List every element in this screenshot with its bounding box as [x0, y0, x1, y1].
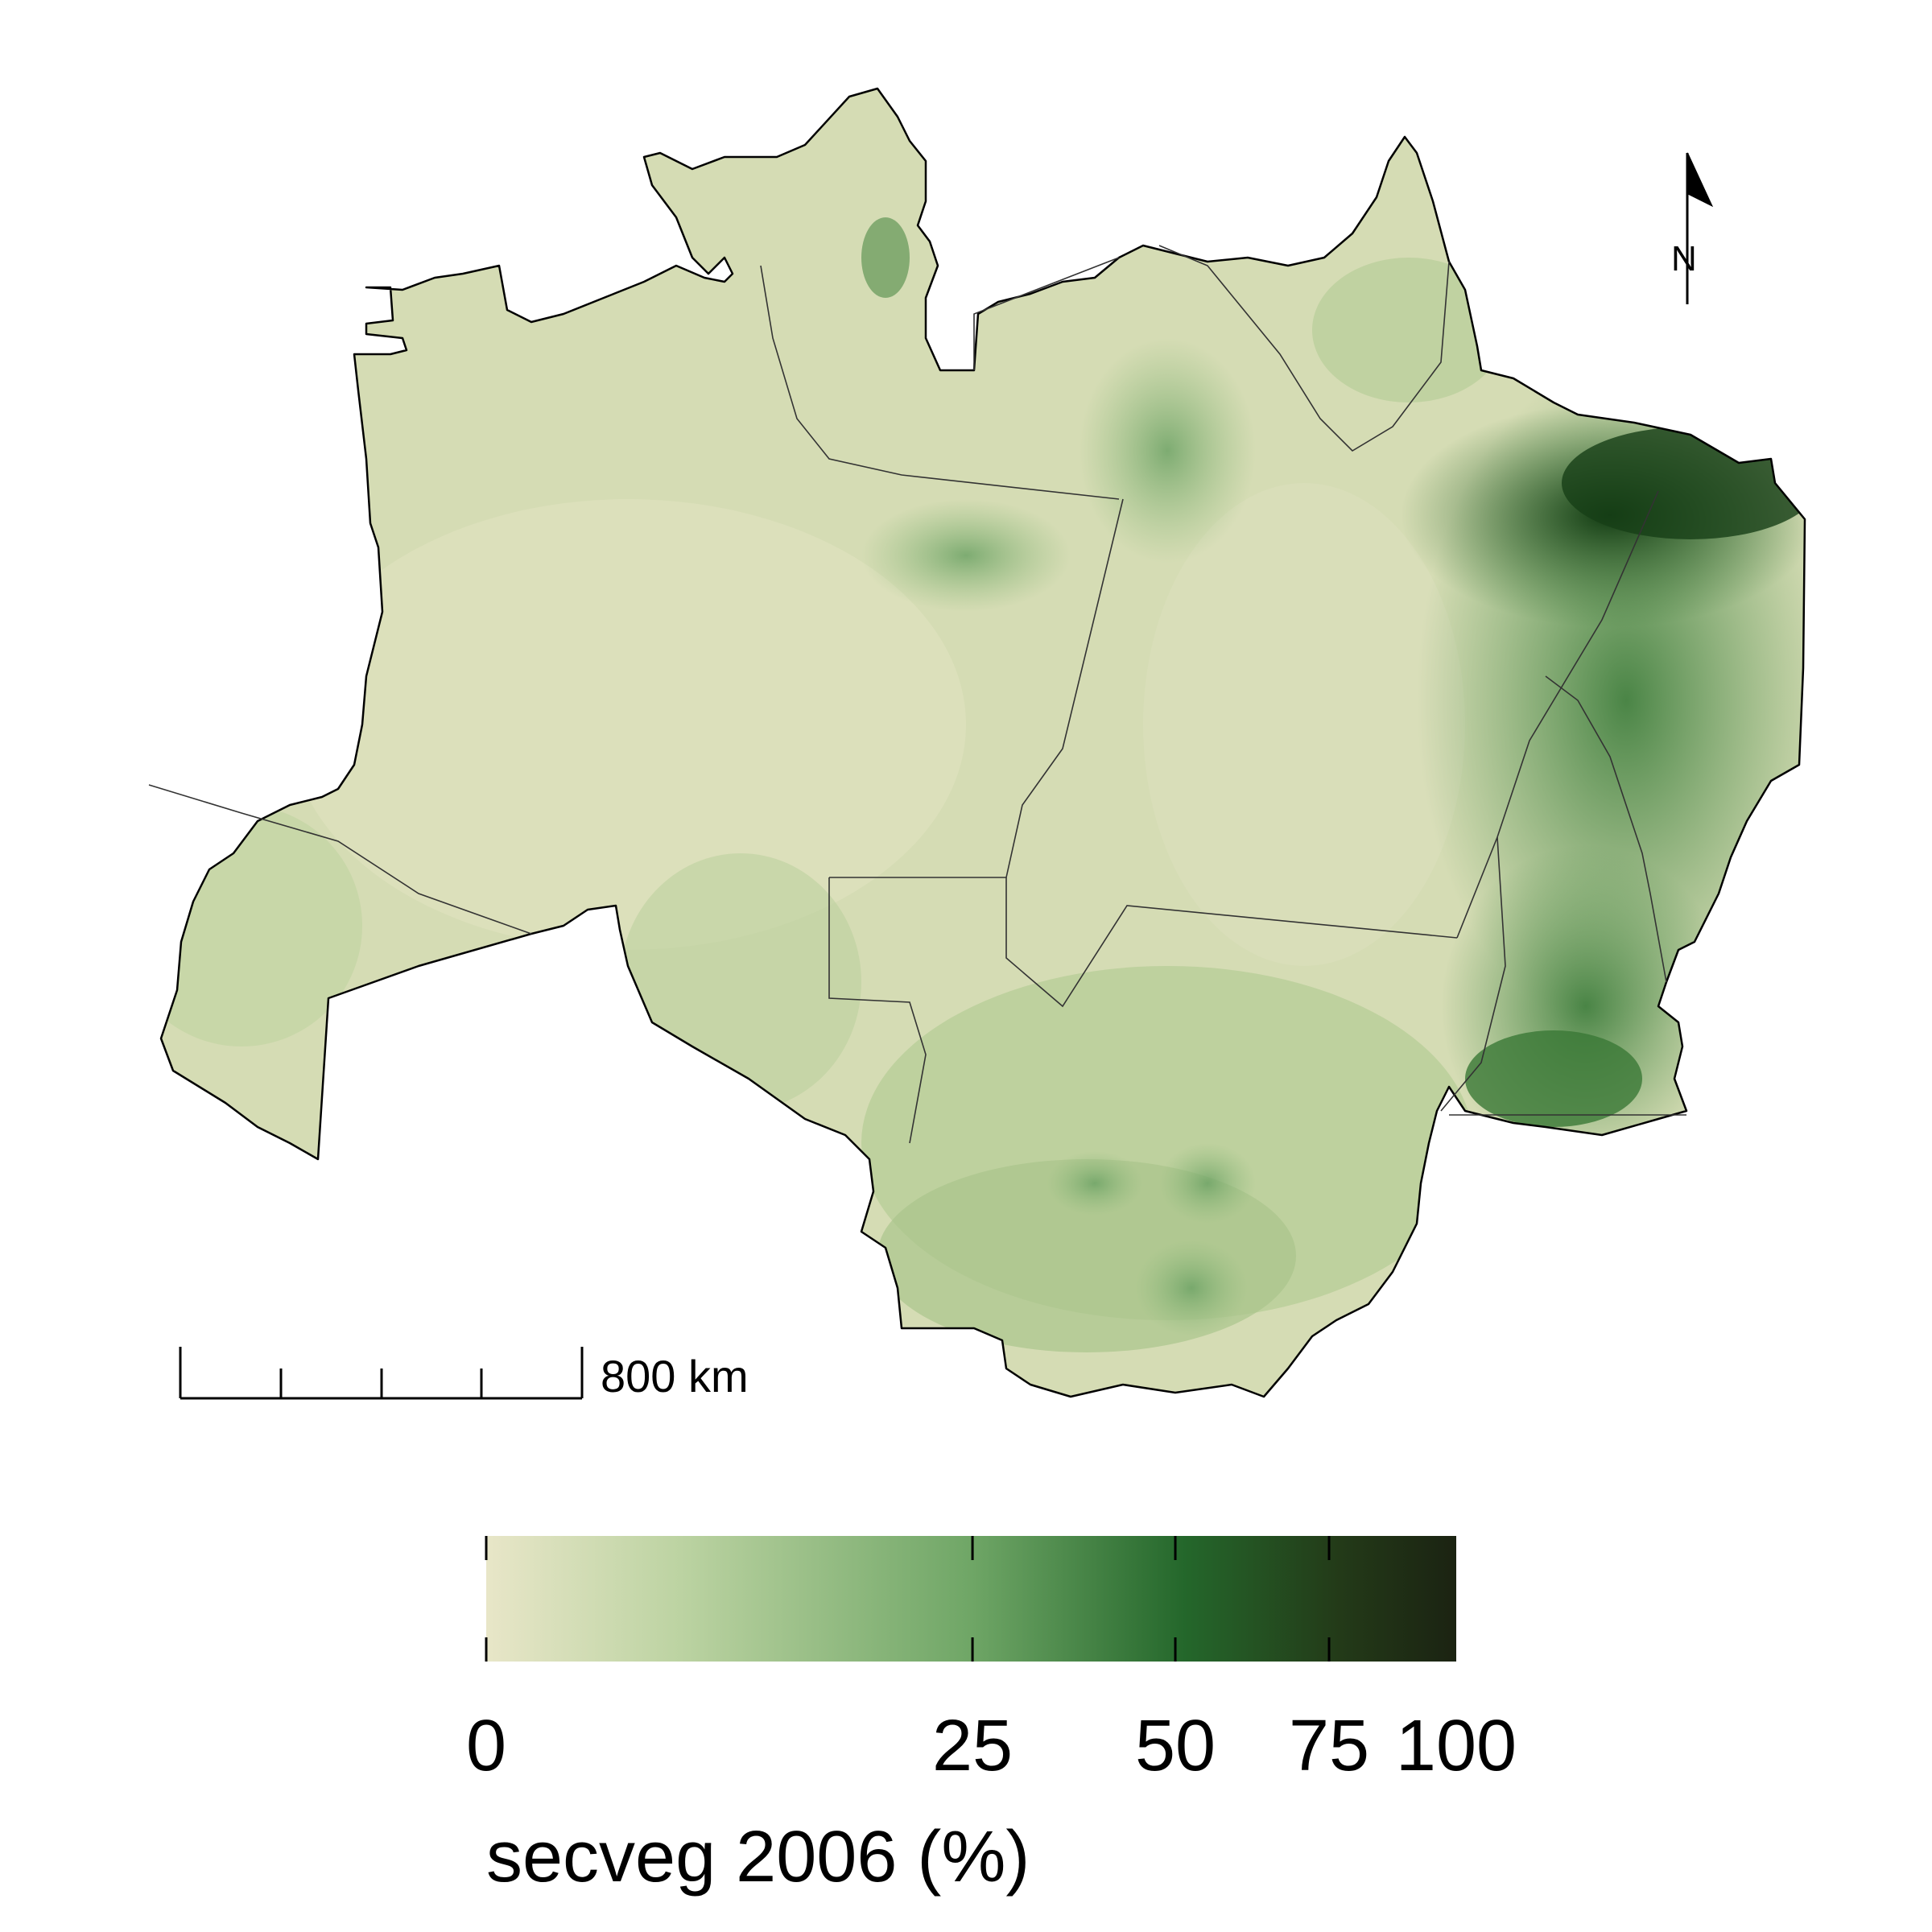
state-borders: [148, 245, 1686, 1144]
legend-tick-label-75: 75: [1288, 1706, 1370, 1786]
scale-bar-label: 800 km: [601, 1351, 749, 1402]
legend-tick-label-50: 50: [1134, 1706, 1216, 1786]
legend-tick-label-100: 100: [1395, 1706, 1517, 1786]
legend-tick-label-0: 0: [465, 1706, 507, 1786]
legend-colorbar: [485, 1536, 1456, 1662]
legend-tick-marks: [485, 1536, 1331, 1662]
north-arrow-label: N: [1671, 239, 1697, 279]
legend-title: secveg 2006 (%): [486, 1817, 1030, 1897]
region-shading: [161, 89, 1805, 1397]
scale-bar: [179, 1347, 584, 1400]
region-outline: [159, 87, 1806, 1398]
north-arrow-icon: [1686, 152, 1714, 304]
legend-tick-label-25: 25: [932, 1706, 1013, 1786]
